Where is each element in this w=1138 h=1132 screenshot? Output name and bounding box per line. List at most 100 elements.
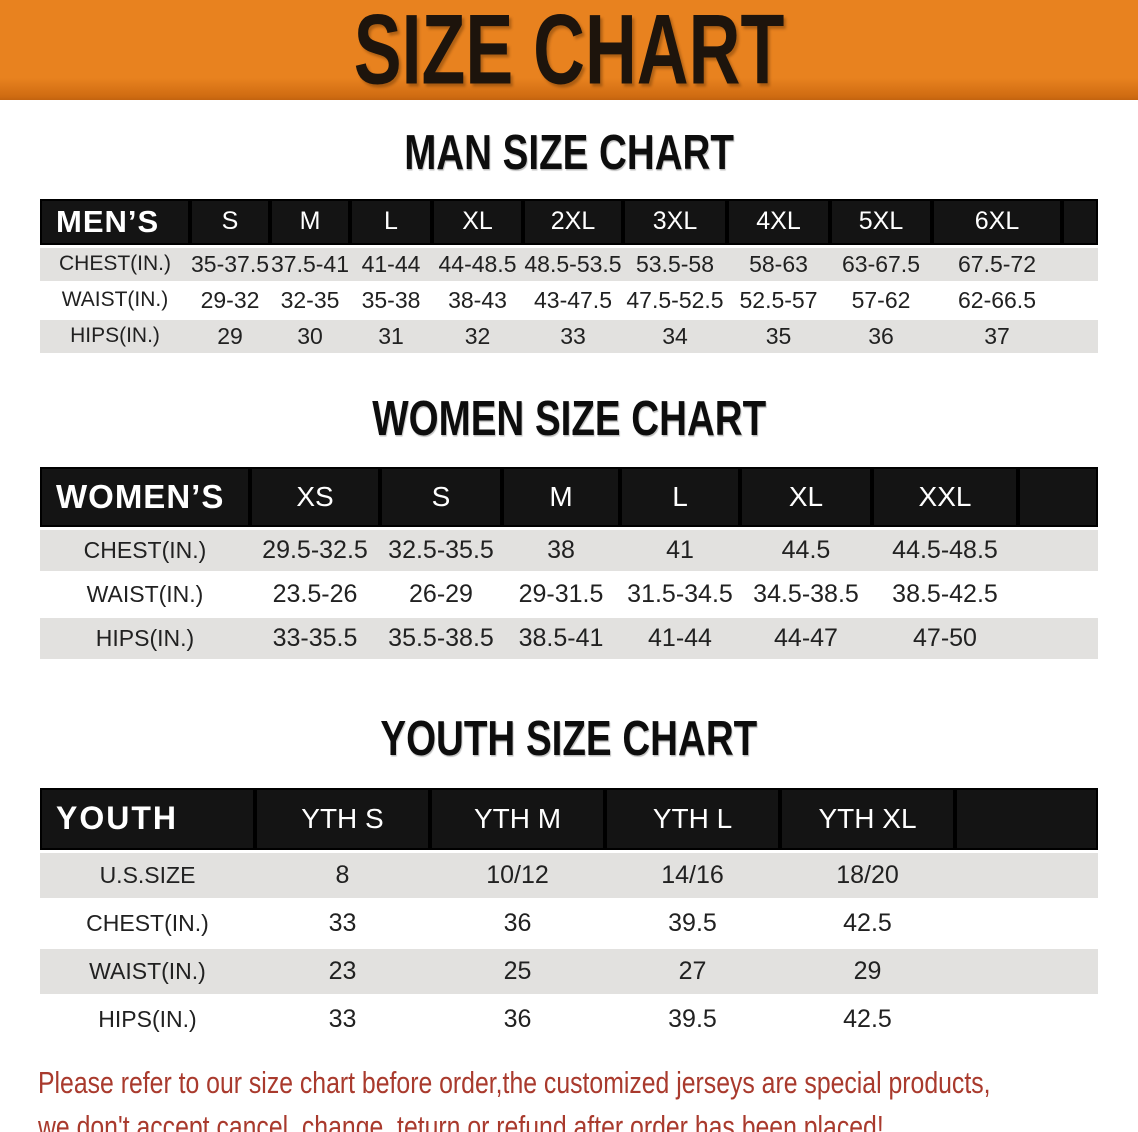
women-section-heading: WOMEN SIZE CHART [0, 389, 1138, 445]
youth-cell: 18/20 [780, 852, 955, 898]
men-cell: 32-35 [270, 283, 350, 317]
men-cell: 58-63 [727, 247, 830, 281]
youth-row-chestin: CHEST(IN.) 33 36 39.5 42.5 [40, 900, 1098, 946]
youth-cell: 39.5 [605, 996, 780, 1042]
men-row-hipsin: HIPS(IN.) 29 30 31 32 33 34 35 36 37 [40, 319, 1098, 353]
women-row-chestin: CHEST(IN.) 29.5-32.5 32.5-35.5 38 41 44.5 44.5… [40, 530, 1098, 572]
men-cell: 48.5-53.5 [523, 247, 623, 281]
men-cell: 31 [350, 319, 432, 353]
men-cell: 29 [190, 319, 270, 353]
men-col-header-l: L [350, 198, 432, 245]
women-cell: 34.5-38.5 [740, 574, 872, 616]
women-cell: 41-44 [620, 618, 740, 660]
youth-cell: 29 [780, 948, 955, 994]
women-group-label: WOMEN’S [40, 467, 250, 528]
size-chart-content: MAN SIZE CHART MEN’S S M L XL 2XL 3XL 4XL 5XL 6XL… [0, 123, 1138, 1045]
women-col-header-l: L [620, 467, 740, 528]
men-row-label: CHEST(IN.) [40, 247, 190, 281]
men-col-header-6xl: 6XL [932, 198, 1062, 245]
youth-cell: 25 [430, 948, 605, 994]
men-cell: 41-44 [350, 247, 432, 281]
women-cell: 29-31.5 [502, 574, 620, 616]
men-col-header-m: M [270, 198, 350, 245]
section-youth: YOUTH SIZE CHART YOUTH YTH S YTH M YTH L YTH… [0, 709, 1138, 1045]
youth-size-table: YOUTH YTH S YTH M YTH L YTH XL U.S.SIZE 8 10/1… [40, 785, 1098, 1045]
youth-col-header-yth-l: YTH L [605, 787, 780, 850]
women-cell: 41 [620, 530, 740, 572]
women-cell: 38.5-42.5 [872, 574, 1018, 616]
women-header-row: WOMEN’S XS S M L XL XXL [40, 467, 1098, 528]
men-cell: 57-62 [830, 283, 932, 317]
women-row-filler [1018, 618, 1098, 660]
youth-section-heading-text: YOUTH SIZE CHART [380, 709, 758, 766]
youth-header-row: YOUTH YTH S YTH M YTH L YTH XL [40, 787, 1098, 850]
men-col-header-5xl: 5XL [830, 198, 932, 245]
disclaimer-note: Please refer to our size chart before or… [38, 1061, 1138, 1132]
men-header-row: MEN’S S M L XL 2XL 3XL 4XL 5XL 6XL [40, 198, 1098, 245]
youth-row-label: CHEST(IN.) [40, 900, 255, 946]
women-col-header-xs: XS [250, 467, 380, 528]
women-cell: 47-50 [872, 618, 1018, 660]
men-col-header-s: S [190, 198, 270, 245]
banner: SIZE CHART [0, 0, 1138, 100]
women-row-hipsin: HIPS(IN.) 33-35.5 35.5-38.5 38.5-41 41-44 44-… [40, 618, 1098, 660]
women-row-filler [1018, 574, 1098, 616]
youth-cell: 33 [255, 996, 430, 1042]
men-section-heading-text: MAN SIZE CHART [404, 123, 734, 180]
women-cell: 35.5-38.5 [380, 618, 502, 660]
men-cell: 52.5-57 [727, 283, 830, 317]
youth-cell: 8 [255, 852, 430, 898]
men-row-chestin: CHEST(IN.) 35-37.5 37.5-41 41-44 44-48.5 48.5… [40, 247, 1098, 281]
men-cell: 36 [830, 319, 932, 353]
youth-row-filler [955, 996, 1098, 1042]
youth-row-label: U.S.SIZE [40, 852, 255, 898]
youth-cell: 33 [255, 900, 430, 946]
men-cell: 33 [523, 319, 623, 353]
youth-cell: 14/16 [605, 852, 780, 898]
youth-row-waistin: WAIST(IN.) 23 25 27 29 [40, 948, 1098, 994]
youth-col-header-yth-m: YTH M [430, 787, 605, 850]
men-cell: 47.5-52.5 [623, 283, 727, 317]
youth-row-ussize: U.S.SIZE 8 10/12 14/16 18/20 [40, 852, 1098, 898]
men-cell: 38-43 [432, 283, 523, 317]
women-cell: 33-35.5 [250, 618, 380, 660]
men-row-filler [1062, 247, 1098, 281]
women-row-label: CHEST(IN.) [40, 530, 250, 572]
women-col-header-xl: XL [740, 467, 872, 528]
men-header-filler [1062, 198, 1098, 245]
women-cell: 38.5-41 [502, 618, 620, 660]
men-cell: 29-32 [190, 283, 270, 317]
disclaimer-line-1: Please refer to our size chart before or… [38, 1064, 991, 1100]
women-cell: 44.5-48.5 [872, 530, 1018, 572]
men-cell: 35-37.5 [190, 247, 270, 281]
women-cell: 23.5-26 [250, 574, 380, 616]
youth-cell: 42.5 [780, 996, 955, 1042]
youth-cell: 36 [430, 900, 605, 946]
men-cell: 37 [932, 319, 1062, 353]
men-row-label: WAIST(IN.) [40, 283, 190, 317]
women-row-label: WAIST(IN.) [40, 574, 250, 616]
youth-col-header-yth-s: YTH S [255, 787, 430, 850]
women-cell: 26-29 [380, 574, 502, 616]
women-cell: 44.5 [740, 530, 872, 572]
women-row-filler [1018, 530, 1098, 572]
youth-cell: 42.5 [780, 900, 955, 946]
men-row-filler [1062, 283, 1098, 317]
men-cell: 44-48.5 [432, 247, 523, 281]
youth-row-filler [955, 948, 1098, 994]
men-cell: 37.5-41 [270, 247, 350, 281]
women-size-table: WOMEN’S XS S M L XL XXL CHEST(IN.) 29.5-32.5 32.… [40, 464, 1098, 662]
youth-row-label: WAIST(IN.) [40, 948, 255, 994]
women-section-heading-text: WOMEN SIZE CHART [372, 389, 766, 445]
men-cell: 53.5-58 [623, 247, 727, 281]
women-cell: 38 [502, 530, 620, 572]
youth-group-label: YOUTH [40, 787, 255, 850]
men-cell: 34 [623, 319, 727, 353]
women-cell: 44-47 [740, 618, 872, 660]
youth-cell: 23 [255, 948, 430, 994]
men-row-label: HIPS(IN.) [40, 319, 190, 353]
men-cell: 32 [432, 319, 523, 353]
men-group-label: MEN’S [40, 198, 190, 245]
youth-col-header-yth-xl: YTH XL [780, 787, 955, 850]
women-cell: 31.5-34.5 [620, 574, 740, 616]
